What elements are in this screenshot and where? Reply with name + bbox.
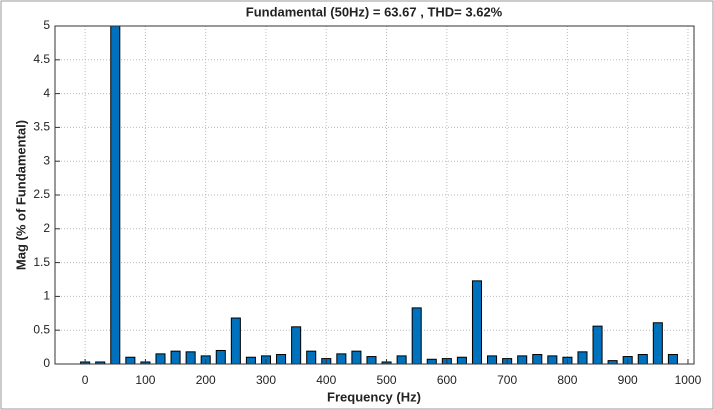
x-tick-label: 400 <box>316 373 336 387</box>
x-tick-label: 100 <box>135 373 155 387</box>
y-tick-label: 1 <box>43 289 50 303</box>
x-tick-label: 900 <box>618 373 638 387</box>
bar <box>517 355 528 364</box>
bar <box>215 349 226 364</box>
bar <box>652 322 663 364</box>
bar <box>291 326 302 364</box>
y-tick-label: 4.5 <box>33 52 50 66</box>
y-tick-label: 0 <box>43 356 50 370</box>
bar <box>336 353 347 364</box>
bar <box>155 353 166 364</box>
bar <box>607 360 618 364</box>
bar <box>185 351 196 364</box>
plot-area <box>55 26 694 364</box>
bar <box>245 356 256 364</box>
y-axis-label: Mag (% of Fundamental) <box>13 120 28 270</box>
x-tick-label: 300 <box>256 373 276 387</box>
bar <box>306 350 317 364</box>
bar <box>110 26 121 364</box>
bar <box>471 280 483 364</box>
x-tick-label: 800 <box>557 373 577 387</box>
bar <box>426 358 437 364</box>
y-tick-label: 3.5 <box>33 120 50 134</box>
x-tick-label: 500 <box>377 373 397 387</box>
bar <box>230 317 241 364</box>
bar <box>411 307 422 364</box>
bar <box>592 325 603 364</box>
x-tick-label: 700 <box>497 373 517 387</box>
y-tick-label: 0.5 <box>33 322 50 336</box>
bar <box>456 356 467 364</box>
bar <box>667 354 678 364</box>
x-tick-label: 600 <box>437 373 457 387</box>
bar <box>577 351 588 364</box>
chart-title: Fundamental (50Hz) = 63.67 , THD= 3.62% <box>246 4 503 19</box>
y-tick-label: 1.5 <box>33 255 50 269</box>
y-tick-label: 3 <box>43 153 50 167</box>
bar <box>532 354 543 364</box>
bar <box>276 354 287 364</box>
y-tick-label: 4 <box>43 86 50 100</box>
x-tick-label: 200 <box>196 373 216 387</box>
x-tick-label: 0 <box>82 373 89 387</box>
bar <box>637 354 648 364</box>
bar <box>351 350 362 364</box>
x-axis-label: Frequency (Hz) <box>327 389 421 404</box>
y-tick-label: 5 <box>43 18 50 32</box>
bar <box>366 356 377 364</box>
bar <box>547 355 558 364</box>
bar <box>170 350 181 364</box>
bar <box>125 356 136 364</box>
bar <box>487 355 498 364</box>
x-tick-label: 1000 <box>675 373 702 387</box>
y-tick-label: 2.5 <box>33 187 50 201</box>
bar <box>396 355 407 364</box>
y-tick-label: 2 <box>43 221 50 235</box>
